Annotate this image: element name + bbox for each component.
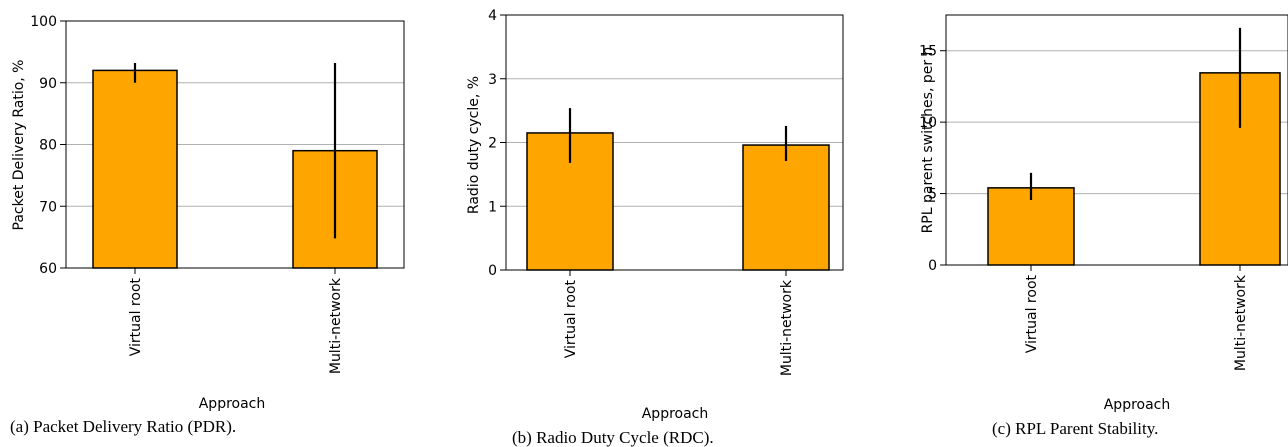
x-tick-label: Virtual root (1024, 274, 1040, 353)
y-tick-label: 10 (919, 115, 937, 131)
x-tick-label: Virtual root (563, 279, 579, 358)
bars (987, 72, 1281, 266)
y-tick-label: 15 (919, 44, 937, 60)
y-tick-label: 0 (488, 263, 497, 279)
error-bars (1029, 27, 1242, 200)
error-bars (133, 62, 337, 239)
error-bars (568, 108, 788, 163)
plot-frame (945, 14, 1288, 266)
panel-parent-stability: 0 5 10 15 Virtual root Multi-network RPL par… (919, 14, 1288, 438)
y-tick-label: 5 (928, 187, 937, 203)
panel-pdr: 60 70 80 90 100 Virtual root Multi-network Pa… (10, 14, 405, 436)
x-tick-label: Virtual root (128, 277, 144, 356)
x-tick-label: Multi-network (328, 277, 344, 374)
y-tick-label: 1 (488, 199, 497, 215)
x-tick-label: Multi-network (779, 279, 795, 376)
bar (742, 144, 830, 271)
panel-rdc: 0 1 2 3 4 Virtual root Multi-network Radio du… (466, 8, 844, 447)
bars (526, 132, 830, 271)
y-tick-label: 3 (488, 72, 497, 88)
y-tick-label: 2 (488, 136, 497, 152)
x-axis-label: Approach (199, 396, 266, 412)
caption: (a) Packet Delivery Ratio (PDR). (10, 417, 236, 436)
y-ticks: 0 1 2 3 4 (488, 8, 506, 279)
y-axis-label: Radio duty cycle, % (466, 76, 482, 214)
y-ticks: 60 70 80 90 100 (30, 14, 66, 277)
y-ticks: 0 5 10 15 (919, 44, 946, 274)
y-tick-label: 0 (928, 258, 937, 274)
y-axis-label: RPL parent switches, per h (920, 47, 936, 234)
y-tick-label: 70 (39, 199, 57, 215)
x-ticks: Virtual root Multi-network (563, 270, 795, 376)
y-tick-label: 4 (488, 8, 497, 24)
x-ticks: Virtual root Multi-network (128, 268, 344, 374)
y-tick-label: 80 (39, 138, 57, 154)
x-tick-label: Multi-network (1233, 274, 1249, 371)
y-tick-label: 60 (39, 261, 57, 277)
y-axis-label: Packet Delivery Ratio, % (11, 60, 27, 231)
caption: (b) Radio Duty Cycle (RDC). (512, 428, 714, 447)
bar (92, 69, 178, 269)
x-ticks: Virtual root Multi-network (1024, 265, 1249, 371)
x-axis-label: Approach (642, 406, 709, 422)
y-tick-label: 100 (30, 14, 57, 30)
caption: (c) RPL Parent Stability. (992, 419, 1158, 438)
y-tick-label: 90 (39, 76, 57, 92)
x-axis-label: Approach (1104, 397, 1171, 413)
